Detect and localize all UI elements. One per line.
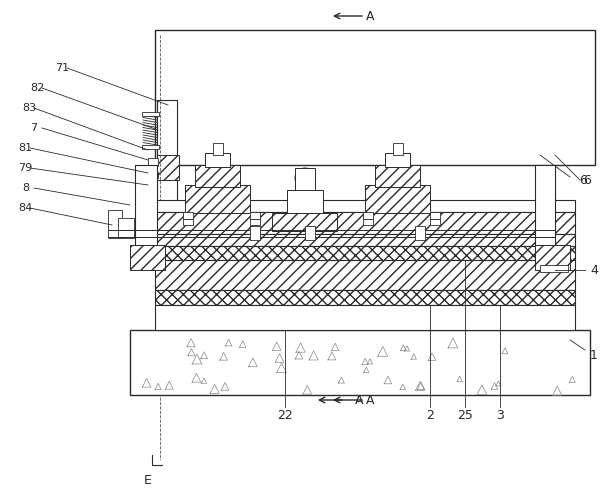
Bar bbox=[155, 212, 575, 234]
Text: A: A bbox=[366, 9, 375, 23]
Text: 71: 71 bbox=[55, 63, 69, 73]
Bar bbox=[365, 185, 430, 213]
Text: 3: 3 bbox=[496, 409, 504, 421]
Bar bbox=[250, 212, 260, 219]
Bar bbox=[363, 212, 373, 219]
Bar bbox=[155, 305, 575, 330]
Bar bbox=[157, 155, 179, 180]
Text: 79: 79 bbox=[18, 163, 32, 173]
Circle shape bbox=[295, 168, 315, 188]
Bar bbox=[287, 190, 323, 215]
Text: 6: 6 bbox=[579, 173, 587, 187]
Bar bbox=[375, 165, 420, 187]
Bar bbox=[430, 219, 440, 225]
Bar bbox=[540, 265, 568, 272]
Bar bbox=[148, 172, 158, 178]
Text: 7: 7 bbox=[30, 123, 37, 133]
Bar bbox=[155, 260, 575, 290]
Bar bbox=[205, 153, 230, 167]
Text: 6: 6 bbox=[583, 173, 591, 187]
Text: 83: 83 bbox=[22, 103, 36, 113]
Bar bbox=[393, 143, 403, 155]
Text: 25: 25 bbox=[457, 409, 473, 421]
Text: 81: 81 bbox=[18, 143, 32, 153]
Text: 8: 8 bbox=[22, 183, 29, 193]
Bar bbox=[155, 290, 575, 305]
Text: A: A bbox=[366, 394, 375, 407]
Bar bbox=[213, 143, 223, 155]
Bar bbox=[155, 30, 595, 165]
Bar bbox=[183, 219, 193, 225]
Bar bbox=[295, 168, 315, 213]
Text: A: A bbox=[355, 394, 364, 407]
Text: E: E bbox=[144, 474, 152, 487]
Bar bbox=[130, 245, 165, 270]
Bar bbox=[108, 210, 122, 238]
Text: 2: 2 bbox=[426, 409, 434, 421]
Bar bbox=[142, 145, 159, 149]
Bar bbox=[250, 219, 260, 225]
Bar bbox=[148, 158, 158, 166]
Bar bbox=[155, 234, 575, 246]
Text: 82: 82 bbox=[30, 83, 44, 93]
Bar bbox=[535, 165, 555, 265]
Bar bbox=[385, 153, 410, 167]
Bar bbox=[135, 165, 157, 265]
Text: 4: 4 bbox=[590, 263, 598, 277]
Bar bbox=[535, 245, 570, 270]
Text: 1: 1 bbox=[590, 348, 598, 362]
Bar bbox=[142, 112, 159, 116]
Bar bbox=[250, 226, 260, 240]
Bar bbox=[183, 212, 193, 219]
Bar bbox=[195, 165, 240, 187]
Bar bbox=[363, 219, 373, 225]
Bar bbox=[305, 226, 315, 240]
Bar bbox=[430, 212, 440, 219]
Bar bbox=[185, 185, 250, 213]
Bar bbox=[130, 330, 590, 395]
Bar bbox=[118, 230, 134, 238]
Bar bbox=[155, 246, 575, 260]
Bar bbox=[415, 226, 425, 240]
Bar bbox=[155, 200, 575, 212]
Text: 84: 84 bbox=[18, 203, 32, 213]
Bar bbox=[272, 213, 337, 231]
Bar bbox=[157, 100, 177, 215]
Bar bbox=[118, 218, 134, 230]
Text: 22: 22 bbox=[277, 409, 293, 421]
